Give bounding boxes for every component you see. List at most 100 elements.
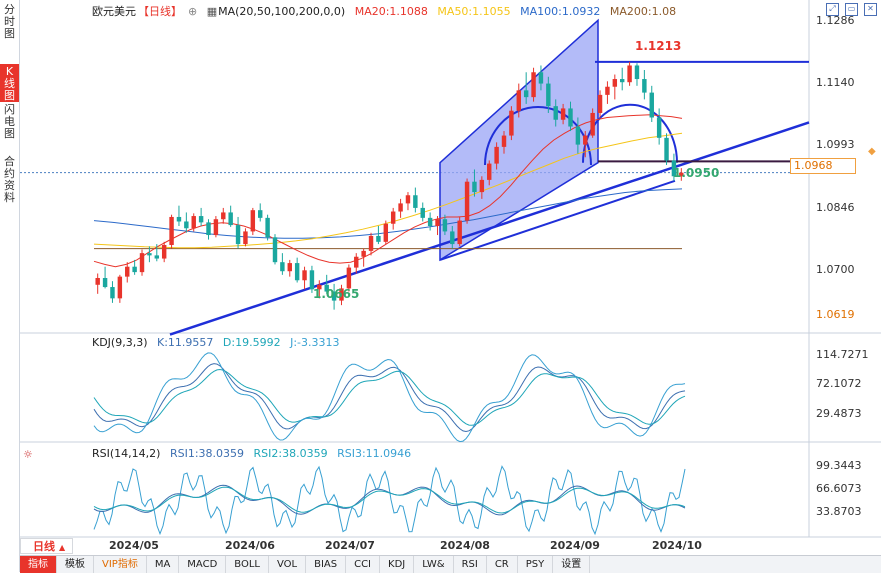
candle	[376, 226, 381, 245]
arc-2[interactable]	[582, 103, 678, 163]
period-label[interactable]: 【日线】	[138, 5, 182, 18]
candle	[501, 131, 507, 154]
candle	[331, 283, 337, 310]
timeframe-selector[interactable]: 日线 ▲	[20, 538, 73, 554]
candle	[420, 202, 425, 222]
candle	[494, 142, 499, 170]
toolbar-tab-12[interactable]: CR	[487, 556, 518, 573]
ma20-line	[93, 114, 683, 268]
candle	[487, 160, 492, 186]
candle	[176, 205, 182, 226]
candle	[538, 65, 544, 91]
candle	[161, 241, 167, 263]
price-low-label: 1.0619	[816, 308, 855, 321]
candle	[198, 207, 204, 226]
candlesticks	[95, 61, 684, 310]
candle	[346, 264, 352, 292]
sun-settings-icon[interactable]: ☼	[23, 448, 33, 461]
candle	[191, 213, 196, 232]
candle	[597, 90, 603, 118]
restore-icon[interactable]: ▭	[845, 3, 858, 16]
kdj-k-line	[93, 363, 686, 433]
toolbar-tab-4[interactable]: MACD	[179, 556, 227, 573]
toolbar-tab-10[interactable]: LW&	[414, 556, 454, 573]
toolbar-tab-0[interactable]: 指标	[20, 556, 57, 573]
candle	[309, 265, 315, 293]
toolbar-tab-1[interactable]: 模板	[57, 556, 94, 573]
ma20-value: MA20:1.1088	[354, 5, 428, 18]
candle	[605, 81, 610, 104]
candle	[546, 76, 551, 113]
ma-settings-icon[interactable]: ▦	[206, 5, 218, 18]
candle	[258, 203, 263, 222]
price-tick-1: 1.1286	[816, 14, 855, 27]
tab-lightning[interactable]: 闪电图	[4, 103, 15, 140]
candle	[634, 63, 640, 86]
candle	[125, 262, 130, 283]
kdj-tick-1: 114.7271	[816, 348, 869, 361]
kdj-d-line	[93, 368, 686, 426]
x-label-2: 2024/06	[225, 539, 275, 552]
support-trendline[interactable]	[169, 121, 810, 336]
candle	[95, 273, 100, 294]
rsi2-line	[93, 486, 686, 514]
price-tick-3: 1.0993	[816, 138, 855, 151]
candle	[516, 83, 521, 118]
tab-contract-info[interactable]: 合约资料	[4, 155, 15, 204]
kdj-j-value: J:-3.3313	[290, 336, 340, 349]
candle	[509, 106, 514, 141]
lower-trendline[interactable]	[439, 179, 676, 261]
x-label-6: 2024/10	[652, 539, 702, 552]
toolbar-tab-13[interactable]: PSY	[518, 556, 554, 573]
toolbar-tab-8[interactable]: CCI	[346, 556, 381, 573]
candle	[457, 216, 462, 247]
candle	[435, 216, 440, 236]
toolbar-tab-7[interactable]: BIAS	[306, 556, 347, 573]
candle	[294, 257, 300, 283]
candle	[132, 259, 137, 275]
toolbar-tab-2[interactable]: VIP指标	[94, 556, 147, 573]
close-icon[interactable]: ✕	[864, 3, 877, 16]
drawing-overlays[interactable]	[169, 18, 810, 336]
candle	[583, 131, 588, 158]
price-tick-4: 1.0846	[816, 201, 855, 214]
window-controls: ⤢ ▭ ✕	[826, 3, 877, 16]
chart-area: 1.1286 1.1140 1.0993 1.0846 1.0700 1.061…	[20, 0, 881, 572]
toolbar-tab-6[interactable]: VOL	[269, 556, 307, 573]
add-icon[interactable]: ⊕	[188, 5, 198, 18]
candle	[656, 108, 662, 145]
toolbar-tab-9[interactable]: KDJ	[380, 556, 415, 573]
candle	[169, 214, 174, 249]
candle	[265, 214, 270, 241]
candle	[390, 207, 396, 230]
toolbar-tab-5[interactable]: BOLL	[226, 556, 269, 573]
candle	[531, 67, 536, 102]
kdj-label[interactable]: KDJ(9,3,3)	[92, 336, 148, 349]
timeframe-label: 日线	[33, 540, 55, 553]
indicator-lines	[93, 352, 686, 536]
kdj-j-line	[93, 352, 686, 443]
tab-timeshare[interactable]: 分时图	[4, 3, 15, 40]
ma50-line	[93, 132, 683, 249]
chart-canvas[interactable]: 1.1286 1.1140 1.0993 1.0846 1.0700 1.061…	[20, 0, 881, 555]
toolbar-tab-3[interactable]: MA	[147, 556, 180, 573]
candle	[110, 281, 115, 303]
candle	[590, 108, 595, 138]
candle	[272, 234, 278, 265]
rsi-label[interactable]: RSI(14,14,2)	[92, 447, 161, 460]
toolbar-tab-14[interactable]: 设置	[553, 556, 591, 573]
expand-icon[interactable]: ⤢	[826, 3, 839, 16]
candle	[302, 266, 307, 290]
candle	[147, 246, 152, 263]
ma-label[interactable]: MA(20,50,100,200,0,0)	[218, 5, 346, 18]
candle	[184, 212, 189, 233]
high-annotation: 1.1213	[635, 39, 681, 53]
toolbar-tab-11[interactable]: RSI	[454, 556, 487, 573]
candle	[619, 67, 625, 91]
candle	[102, 266, 108, 289]
recent-annotation: 1.0950	[673, 166, 719, 180]
channel-shape[interactable]	[439, 18, 599, 262]
rsi2-value: RSI2:38.0359	[253, 447, 328, 460]
